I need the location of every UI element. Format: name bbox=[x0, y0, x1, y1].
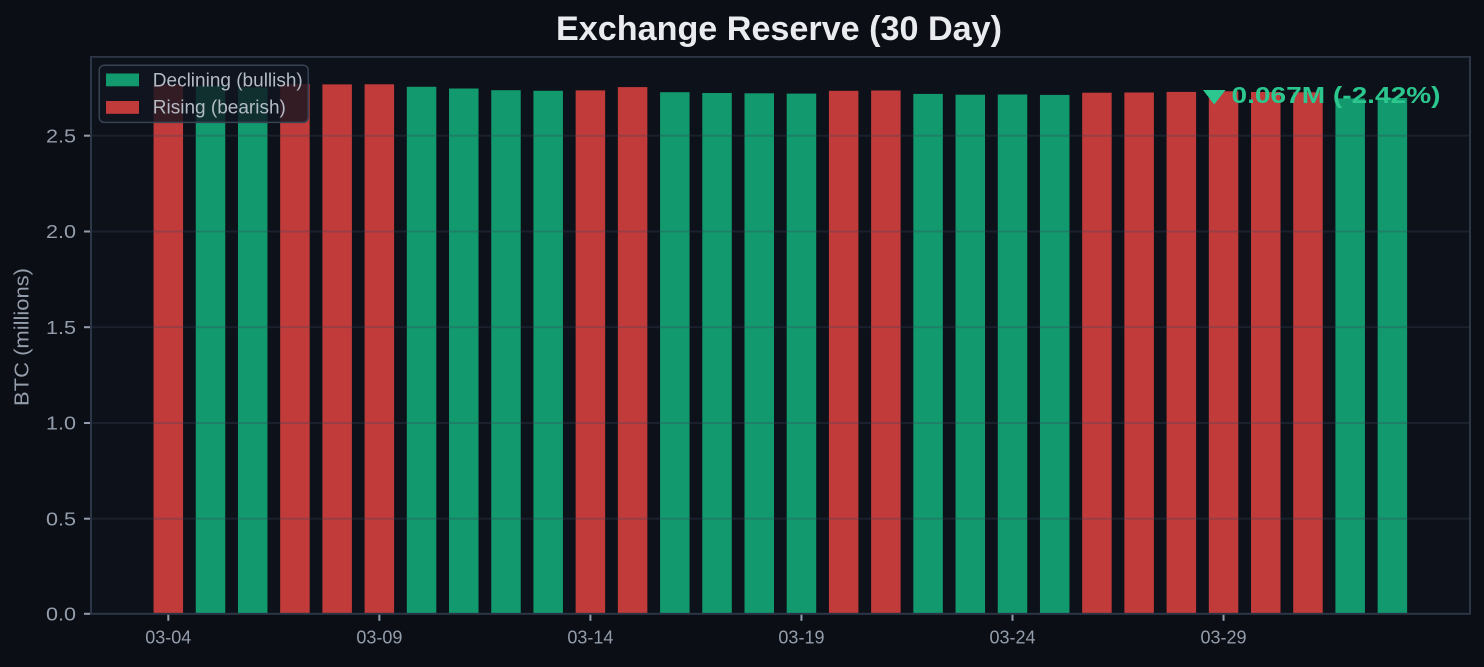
svg-text:Exchange Reserve (30 Day): Exchange Reserve (30 Day) bbox=[556, 10, 1002, 48]
svg-text:Rising (bearish): Rising (bearish) bbox=[153, 98, 286, 119]
svg-text:03-19: 03-19 bbox=[778, 627, 824, 647]
svg-text:03-04: 03-04 bbox=[145, 627, 191, 647]
svg-text:1.0: 1.0 bbox=[46, 413, 76, 434]
svg-text:Declining (bullish): Declining (bullish) bbox=[153, 71, 303, 92]
svg-text:2.5: 2.5 bbox=[46, 125, 76, 146]
svg-text:03-09: 03-09 bbox=[356, 627, 402, 647]
svg-text:1.5: 1.5 bbox=[46, 317, 76, 338]
svg-text:03-29: 03-29 bbox=[1201, 627, 1247, 647]
svg-text:0.0: 0.0 bbox=[46, 603, 76, 624]
svg-text:0.5: 0.5 bbox=[46, 508, 76, 529]
svg-text:2.0: 2.0 bbox=[46, 221, 76, 242]
svg-text:0.067M (-2.42%): 0.067M (-2.42%) bbox=[1232, 82, 1441, 108]
svg-text:03-24: 03-24 bbox=[989, 627, 1035, 647]
svg-text:03-14: 03-14 bbox=[567, 627, 613, 647]
svg-text:BTC (millions): BTC (millions) bbox=[11, 268, 34, 406]
